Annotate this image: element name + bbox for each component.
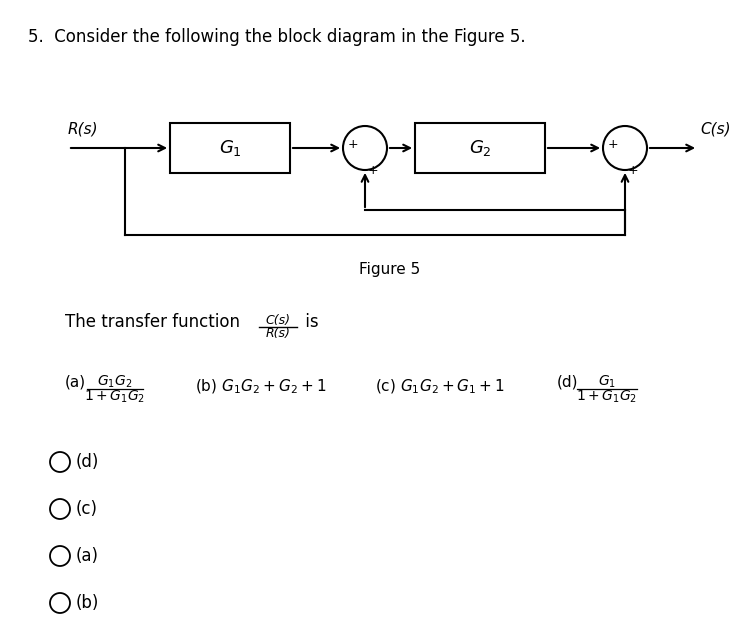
Text: C(s): C(s)	[265, 314, 290, 327]
Text: +: +	[348, 138, 359, 151]
Text: (c): (c)	[76, 500, 98, 518]
Text: $G_1$: $G_1$	[219, 138, 241, 158]
Text: (b) $G_1G_2 + G_2 + 1$: (b) $G_1G_2 + G_2 + 1$	[195, 378, 326, 397]
Text: R(s): R(s)	[68, 121, 99, 136]
Bar	[415, 123, 545, 173]
Text: +: +	[368, 164, 379, 177]
Text: (b): (b)	[76, 594, 100, 612]
Text: Figure 5: Figure 5	[360, 262, 421, 277]
Text: The transfer function: The transfer function	[65, 313, 240, 331]
Text: (c) $G_1G_2 + G_1 + 1$: (c) $G_1G_2 + G_1 + 1$	[375, 378, 505, 397]
Text: $G_1G_2$: $G_1G_2$	[97, 374, 133, 390]
Text: $G_1$: $G_1$	[598, 374, 616, 390]
Text: $1+G_1G_2$: $1+G_1G_2$	[84, 389, 146, 406]
Text: +: +	[628, 164, 639, 177]
Text: +: +	[608, 138, 618, 151]
Bar	[170, 123, 290, 173]
Text: is: is	[300, 313, 319, 331]
Text: (d): (d)	[557, 374, 578, 389]
Text: C(s): C(s)	[700, 121, 731, 136]
Text: $G_2$: $G_2$	[469, 138, 492, 158]
Text: (a): (a)	[76, 547, 99, 565]
Text: $1+G_1G_2$: $1+G_1G_2$	[576, 389, 638, 406]
Text: 5.  Consider the following the block diagram in the Figure 5.: 5. Consider the following the block diag…	[28, 28, 526, 46]
Text: (d): (d)	[76, 453, 100, 471]
Text: R(s): R(s)	[265, 327, 290, 340]
Text: (a): (a)	[65, 374, 86, 389]
